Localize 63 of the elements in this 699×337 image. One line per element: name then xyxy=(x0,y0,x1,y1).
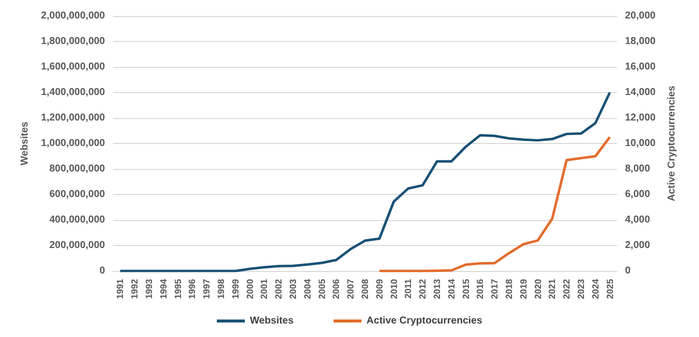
x-tick-label: 2017 xyxy=(490,279,500,300)
x-tick-label: 2009 xyxy=(374,279,384,300)
y2-tick-label: 0 xyxy=(625,266,631,276)
line-series xyxy=(118,91,612,272)
x-tick-label: 2015 xyxy=(460,279,471,300)
y2-tick-label: 10,000 xyxy=(625,138,656,149)
y2-tick-label: 6,000 xyxy=(625,189,650,200)
x-tick-label: 2005 xyxy=(316,279,327,300)
x-tick-label: 1991 xyxy=(115,279,126,300)
x-tick-label: 2011 xyxy=(403,279,414,299)
x-tick-label: 2007 xyxy=(346,279,356,300)
x-tick-label: 2008 xyxy=(360,279,370,300)
line-series xyxy=(378,136,612,272)
x-tick-label: 2000 xyxy=(244,279,255,300)
y2-tick-label: 14,000 xyxy=(625,87,656,98)
y-tick-label: 1,600,000,000 xyxy=(41,62,106,72)
x-tick-label: 2018 xyxy=(504,279,514,300)
legend-label: Websites xyxy=(250,316,294,326)
y-tick-label: 0 xyxy=(99,266,106,276)
x-tick-label: 2023 xyxy=(576,279,586,300)
x-tick-label: 1996 xyxy=(187,279,198,300)
y-tick-label: 2,000,000,000 xyxy=(41,10,106,22)
x-tick-label: 2021 xyxy=(547,279,558,300)
y-tick-label: 800,000,000 xyxy=(49,164,106,174)
y-tick-label: 400,000,000 xyxy=(49,214,106,226)
x-tick-label: 1998 xyxy=(216,279,226,300)
y2-tick-label: 16,000 xyxy=(625,62,656,72)
x-tick-label: 1994 xyxy=(158,279,168,300)
x-tick-label: 1992 xyxy=(130,279,140,300)
y2-tick-label: 18,000 xyxy=(625,36,656,47)
y2-tick-label: 20,000 xyxy=(625,10,656,22)
x-tick-label: 2004 xyxy=(302,279,312,300)
y-axis-title: Websites xyxy=(20,121,31,166)
x-tick-label: 2010 xyxy=(388,279,399,300)
legend-label: Active Cryptocurrencies xyxy=(366,316,483,326)
x-tick-label: 2025 xyxy=(604,279,615,300)
x-tick-label: 2019 xyxy=(518,279,528,300)
y2-tick-label: 12,000 xyxy=(625,112,656,124)
x-tick-label: 2022 xyxy=(562,279,572,300)
x-tick-label: 2024 xyxy=(590,279,600,300)
x-tick-label: 2006 xyxy=(331,279,342,300)
y-tick-label: 200,000,000 xyxy=(49,240,106,251)
x-tick-label: 2012 xyxy=(418,279,428,300)
x-tick-label: 2003 xyxy=(288,279,298,300)
x-tick-label: 2013 xyxy=(432,279,442,300)
y-tick-label: 1,200,000,000 xyxy=(41,112,106,124)
y-tick-label: 1,800,000,000 xyxy=(41,36,106,47)
x-tick-label: 1997 xyxy=(202,279,212,300)
y2-axis-title: Active Cryptocurrencies xyxy=(666,85,678,202)
y-tick-label: 1,400,000,000 xyxy=(41,87,106,98)
x-tick-label: 2002 xyxy=(274,279,284,300)
x-tick-label: 1993 xyxy=(144,279,154,300)
x-tick-label: 2016 xyxy=(475,279,486,300)
y2-tick-label: 2,000 xyxy=(625,240,650,251)
y2-tick-label: 8,000 xyxy=(625,164,650,174)
x-tick-label: 1995 xyxy=(172,279,183,300)
x-tick-label: 1999 xyxy=(230,279,240,300)
x-tick-label: 2020 xyxy=(532,279,543,300)
y2-tick-label: 4,000 xyxy=(625,214,650,226)
x-tick-label: 2014 xyxy=(446,279,456,300)
x-tick-label: 2001 xyxy=(259,279,270,300)
y-tick-label: 600,000,000 xyxy=(49,189,106,200)
y-tick-label: 1,000,000,000 xyxy=(41,138,106,149)
